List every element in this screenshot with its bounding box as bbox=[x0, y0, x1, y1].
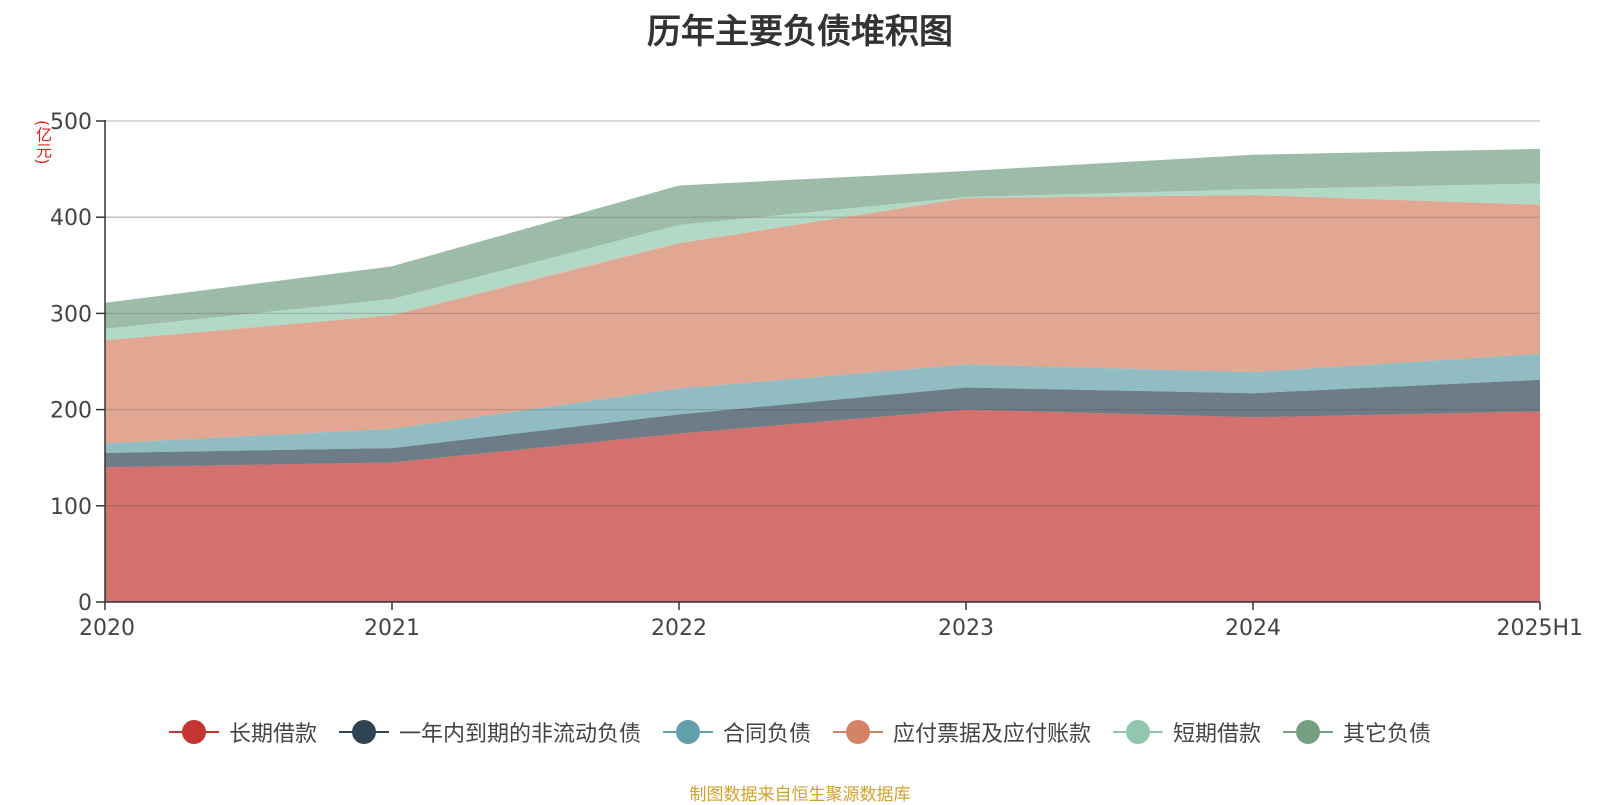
y-tick-label: 200 bbox=[50, 399, 92, 424]
legend: 长期借款 一年内到期的非流动负债 合同负债 应付票据及应付账款 短期借款 其它负债 bbox=[0, 716, 1600, 748]
y-tick-label: 400 bbox=[50, 206, 92, 231]
legend-label: 长期借款 bbox=[228, 722, 317, 747]
area-series-3 bbox=[105, 195, 1540, 444]
x-tick-label: 2023 bbox=[938, 616, 994, 641]
legend-label: 其它负债 bbox=[1343, 722, 1432, 747]
area-series-5 bbox=[105, 148, 1540, 329]
stacked-area-chart: 0 100 200 300 400 500 2020 2021 2022 2023 2024 2025… bbox=[50, 110, 1583, 641]
legend-item[interactable]: 一年内到期的非流动负债 bbox=[338, 716, 641, 748]
legend-marker-icon bbox=[662, 719, 713, 745]
legend-dot bbox=[181, 720, 206, 744]
legend-label: 短期借款 bbox=[1173, 722, 1262, 747]
area-series bbox=[105, 148, 1540, 602]
area-series-1 bbox=[105, 379, 1540, 468]
legend-label: 合同负债 bbox=[722, 722, 811, 747]
source-note: 制图数据来自恒生聚源数据库 bbox=[689, 785, 911, 805]
x-tick-label: 2020 bbox=[79, 616, 135, 641]
legend-marker-icon bbox=[1283, 719, 1334, 745]
axes: 0 100 200 300 400 500 2020 2021 2022 2023 2024 2025… bbox=[50, 110, 1583, 641]
legend-dot bbox=[351, 720, 376, 744]
legend-item[interactable]: 合同负债 bbox=[662, 716, 811, 748]
area-series-0 bbox=[105, 409, 1540, 602]
x-tick-label: 2025H1 bbox=[1496, 616, 1583, 641]
area-series-4 bbox=[105, 183, 1540, 341]
legend-label: 一年内到期的非流动负债 bbox=[398, 722, 641, 747]
legend-dot bbox=[1296, 720, 1321, 744]
y-tick-label: 0 bbox=[78, 591, 92, 616]
x-tick-label: 2024 bbox=[1225, 616, 1281, 641]
x-tick-label: 2021 bbox=[364, 616, 420, 641]
legend-item[interactable]: 应付票据及应付账款 bbox=[833, 716, 1091, 748]
chart-title: 历年主要负债堆积图 bbox=[647, 12, 953, 52]
x-tick-label: 2022 bbox=[651, 616, 707, 641]
legend-marker-icon bbox=[1113, 719, 1164, 745]
legend-dot bbox=[675, 720, 700, 744]
legend-marker-icon bbox=[338, 719, 389, 745]
legend-item[interactable]: 长期借款 bbox=[168, 716, 317, 748]
legend-marker-icon bbox=[833, 719, 883, 745]
legend-marker-icon bbox=[168, 719, 219, 745]
legend-dot bbox=[846, 720, 870, 744]
y-tick-label: 500 bbox=[50, 110, 92, 135]
legend-item[interactable]: 短期借款 bbox=[1113, 716, 1261, 748]
y-tick-label: 300 bbox=[50, 302, 92, 327]
legend-dot bbox=[1126, 720, 1151, 744]
legend-label: 应付票据及应付账款 bbox=[893, 722, 1092, 747]
y-axis-unit-label: (亿元) bbox=[33, 120, 52, 165]
y-tick-label: 100 bbox=[50, 495, 92, 520]
area-series-2 bbox=[105, 353, 1540, 453]
legend-item[interactable]: 其它负债 bbox=[1283, 716, 1431, 748]
